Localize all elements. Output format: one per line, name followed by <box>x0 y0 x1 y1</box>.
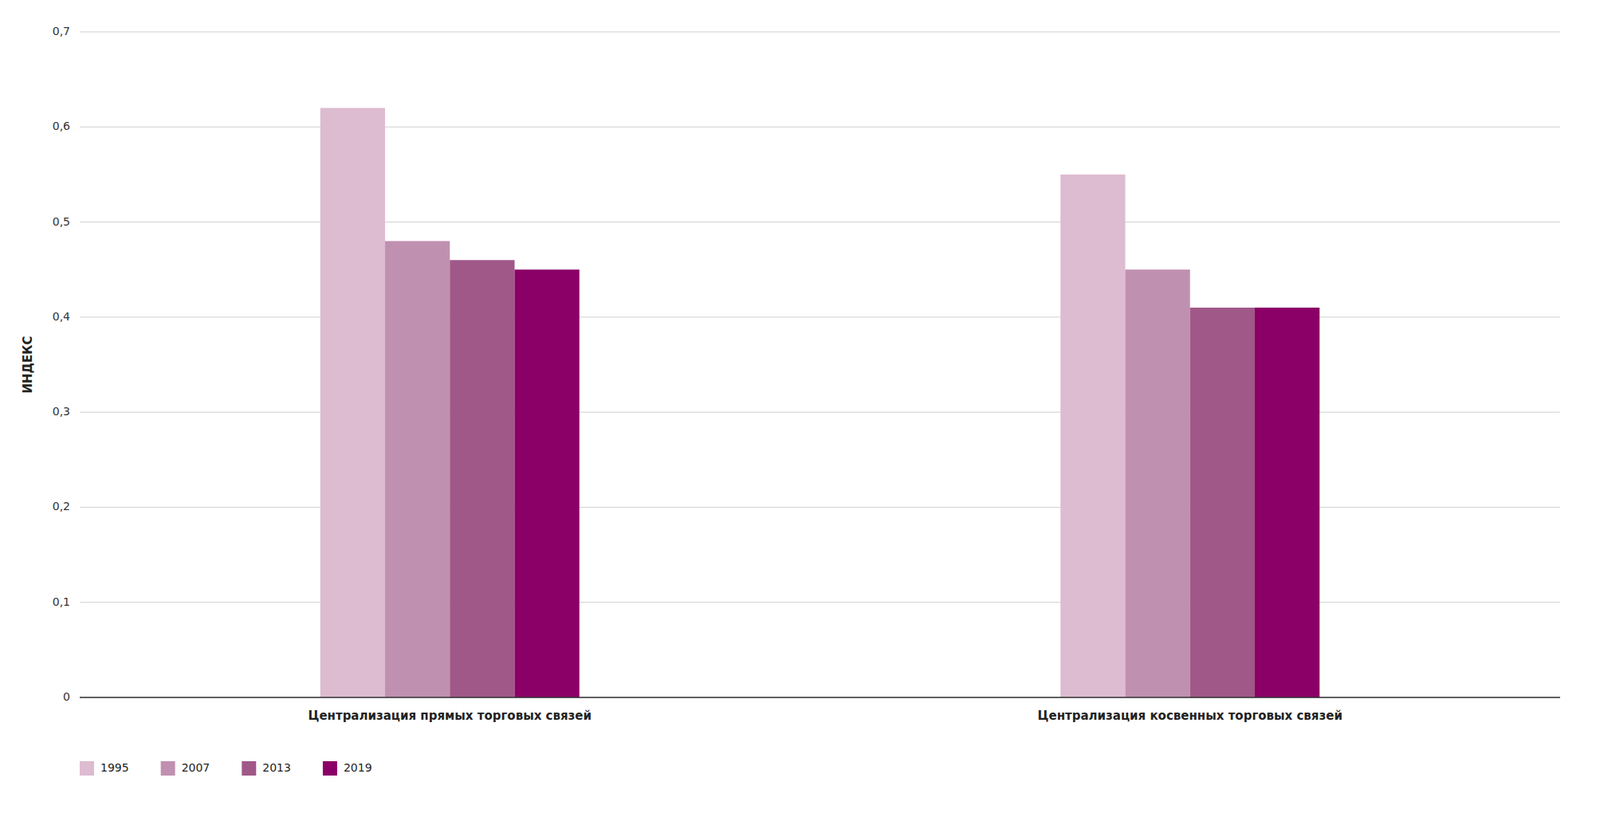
x-tick-label: Централизация прямых торговых связей <box>307 708 592 724</box>
bar <box>1125 269 1191 698</box>
x-axis-line <box>79 696 1561 699</box>
chart: 0 0,1 0,2 0,3 0,4 0,5 0,6 0,7 ИНДЕКС Централизаци… <box>0 0 1600 817</box>
legend-swatch <box>161 761 176 776</box>
grid <box>79 31 1561 698</box>
legend-label: 2019 <box>343 761 373 775</box>
bar <box>385 240 450 698</box>
grid-line <box>79 412 1561 413</box>
grid-line <box>79 31 1561 33</box>
grid-line <box>79 316 1561 318</box>
y-ticks: 0 0,1 0,2 0,3 0,4 0,5 0,6 0,7 <box>52 24 71 704</box>
x-ticks: Централизация прямых торговых связей Цент… <box>307 708 1342 724</box>
legend: 1995 2007 2013 2019 <box>79 761 373 776</box>
grid-line <box>79 126 1561 128</box>
grid-line <box>79 601 1561 603</box>
legend-label: 2013 <box>262 761 291 775</box>
bar <box>514 269 579 698</box>
y-tick-label: 0 <box>62 690 71 704</box>
bars <box>320 107 1320 698</box>
y-tick-label: 0,7 <box>52 24 71 38</box>
grid-line <box>79 697 1561 699</box>
bar <box>449 259 515 698</box>
legend-swatch <box>79 761 95 776</box>
y-tick-label: 0,5 <box>52 215 71 229</box>
grid-line <box>79 221 1561 223</box>
bar <box>320 107 386 698</box>
legend-label: 2007 <box>181 761 211 775</box>
legend-swatch <box>241 761 256 776</box>
y-axis-label: ИНДЕКС <box>20 336 36 394</box>
page: {"chart_data": {"type": "bar", "ylabel":… <box>0 0 1600 817</box>
x-tick-label: Централизация косвенных торговых связей <box>1037 708 1343 724</box>
y-tick-label: 0,2 <box>52 499 71 513</box>
bar <box>1190 307 1255 698</box>
y-tick-label: 0,6 <box>52 119 71 133</box>
legend-swatch <box>322 761 338 776</box>
grid-line <box>79 507 1561 508</box>
y-tick-label: 0,3 <box>52 404 71 418</box>
legend-label: 1995 <box>100 761 130 775</box>
y-tick-label: 0,1 <box>52 595 71 609</box>
bar <box>1060 174 1125 698</box>
bar <box>1254 307 1320 698</box>
chart-container: 0 0,1 0,2 0,3 0,4 0,5 0,6 0,7 ИНДЕКС Централизаци… <box>0 0 1600 817</box>
y-tick-label: 0,4 <box>52 310 71 323</box>
